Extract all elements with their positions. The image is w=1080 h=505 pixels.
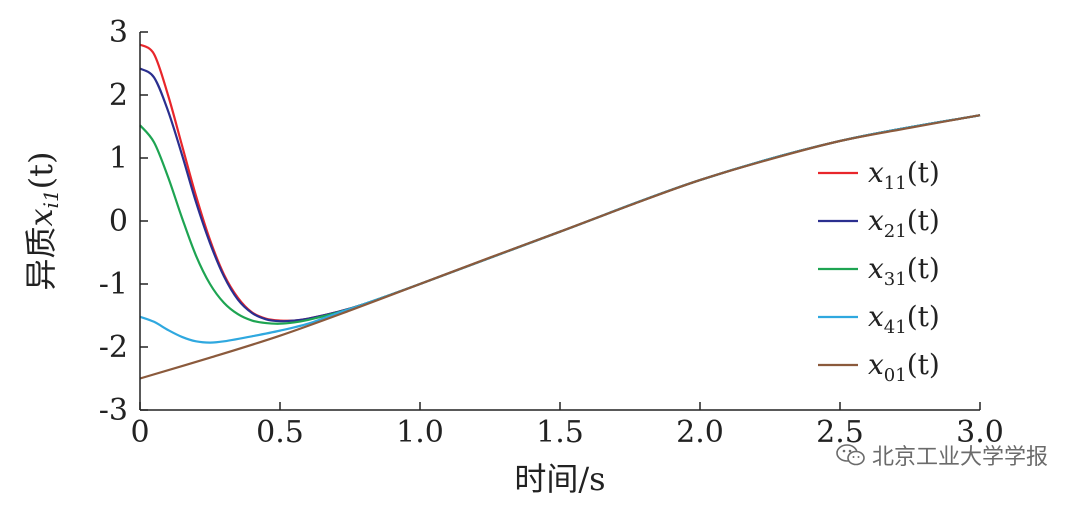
y-tick-label: -2	[99, 330, 128, 365]
x-tick-label: 2.0	[676, 415, 724, 450]
legend-label-x41: x41(t)	[868, 300, 940, 338]
series-line-x11	[139, 43, 981, 322]
plot-lines	[139, 43, 981, 380]
legend-label-x21: x21(t)	[868, 204, 940, 242]
y-tick-label: 0	[109, 204, 128, 239]
y-tick-label: 1	[109, 141, 128, 176]
series-line-x01	[139, 114, 981, 380]
ticks	[139, 31, 981, 411]
tick-labels: 0 0.5 1.0 1.5 2.0 2.5 3.0 3 2 1 0 -1 -2 -3	[99, 15, 1004, 450]
x-axis-title: 时间/s	[514, 460, 605, 498]
wechat-icon	[836, 444, 865, 466]
x-tick-label: 3.0	[956, 415, 1004, 450]
series-line-x41	[139, 114, 981, 344]
y-axis-title-arg: (t)	[22, 151, 60, 189]
y-tick-label: 3	[109, 15, 128, 50]
legend-label-x31: x31(t)	[868, 252, 940, 290]
x-tick-label: 1.0	[396, 415, 444, 450]
y-axis-title-var: x	[22, 208, 60, 226]
y-tick-label: -3	[99, 393, 128, 428]
legend-label-x01: x01(t)	[868, 348, 940, 386]
y-tick-label: -1	[99, 267, 128, 302]
watermark: 北京工业大学学报	[836, 439, 1048, 471]
legend-label-x11: x11(t)	[868, 156, 940, 194]
x-tick-label: 0	[130, 415, 149, 450]
y-axis-title: 异质xi1(t)	[22, 151, 63, 290]
y-axis-title-prefix: 异质	[22, 226, 60, 290]
x-tick-label: 1.5	[536, 415, 584, 450]
series-line-x31	[139, 114, 981, 325]
legend: x11(t) x21(t) x31(t) x41(t) x01(t)	[818, 156, 940, 386]
series-line-x21	[139, 67, 981, 323]
y-axis-title-sub: i1	[39, 189, 63, 208]
y-tick-label: 2	[109, 78, 128, 113]
x-tick-label: 0.5	[256, 415, 304, 450]
x-tick-label: 2.5	[816, 415, 864, 450]
watermark-text: 北京工业大学学报	[871, 445, 1048, 470]
